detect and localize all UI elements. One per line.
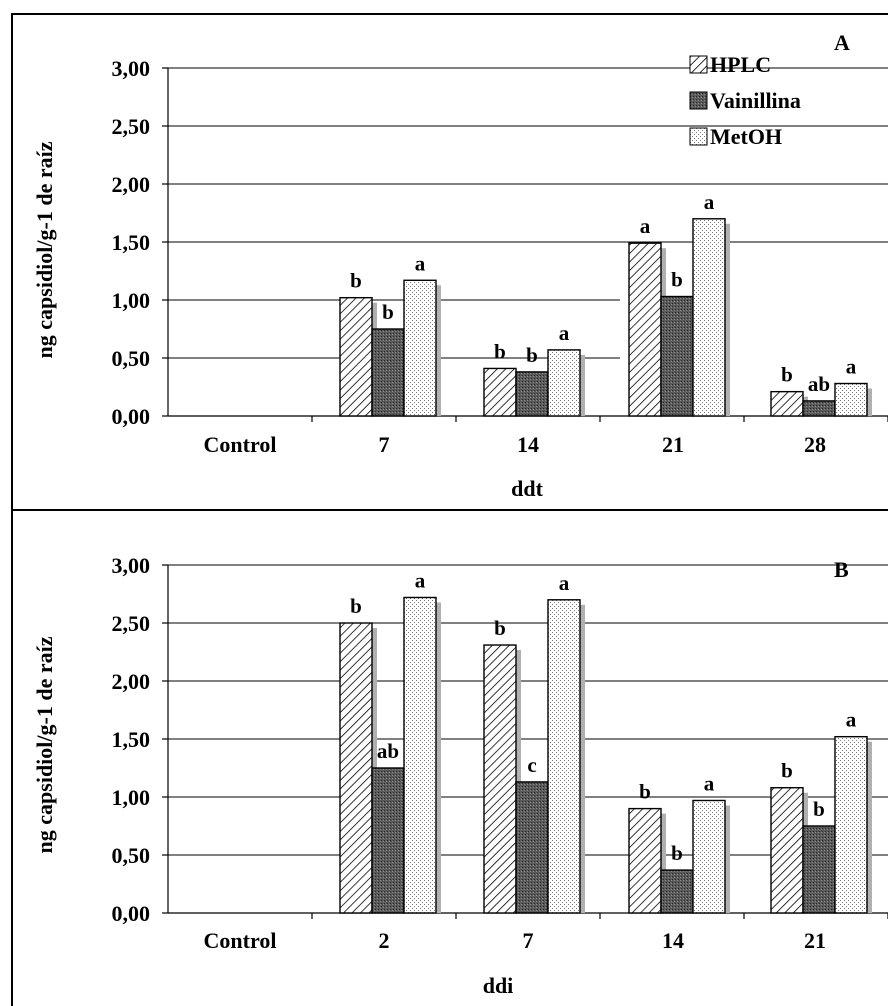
panel-b-category-label: 14: [662, 928, 684, 953]
panel-a-y-tick-label: 3,00: [112, 56, 151, 81]
panel-a-bar-label: b: [671, 268, 683, 292]
panel-a-bar-hplc-21: [628, 242, 662, 417]
panel-a-bar-label: a: [415, 251, 426, 275]
panel-a-y-tick-label: 0,50: [112, 346, 151, 371]
panel-a-bar-vainillina-21: [660, 295, 694, 417]
panel-b-bar-metoh-14: [692, 799, 726, 914]
panel-b-y-title: ng capsidiol/g-1 de raíz: [32, 636, 57, 853]
panel-b-bar-label: ab: [377, 739, 399, 763]
panel-a-bar-hplc-7: [339, 296, 373, 417]
panel-a-bar-label: ab: [808, 372, 830, 396]
panel-b-bar-hplc-14: [628, 807, 662, 914]
panel-a-category-label: 28: [804, 432, 826, 457]
panel-a-letter: A: [834, 30, 850, 55]
panel-a-bar-metoh-14: [547, 349, 581, 417]
panel-b-bar-label: b: [671, 841, 683, 865]
panel-b-y-tick-label: 0,50: [112, 843, 151, 868]
panel-b-bar-label: b: [350, 594, 362, 618]
panel-a-bar-label: a: [640, 214, 651, 238]
panel-b-bar-vainillina-21: [802, 825, 836, 914]
panel-a-bar-hplc-14: [483, 367, 517, 417]
panel-a-y-tick-label: 0,00: [112, 404, 151, 429]
legend: HPLC Vainillina MetOH: [689, 52, 801, 149]
panel-b-bar-metoh-7: [547, 599, 581, 914]
panel-a-bar-hplc-28: [770, 390, 804, 417]
panel-b-category-label: Control: [204, 928, 277, 953]
panel-b-bar-label: a: [846, 708, 857, 732]
panel-b-bar-hplc-21: [770, 787, 804, 914]
panel-b-plot: 0,00 0,50 1,00 1,50 2,00 2,50 3,00 Control 2 7 14 2…: [112, 553, 888, 953]
panel-a-bar-label: b: [494, 339, 506, 363]
panel-b-bar-metoh-2: [403, 596, 437, 914]
panel-b-frame: [11, 509, 888, 1006]
panel-a-bar-label: b: [526, 343, 538, 367]
panel-b-y-tick-label: 1,00: [112, 785, 151, 810]
panel-b-bar-label: b: [813, 797, 825, 821]
panel-b-y-tick-label: 1,50: [112, 727, 151, 752]
panel-a-bar-metoh-28: [834, 382, 868, 417]
legend-label-vainillina: Vainillina: [710, 88, 801, 113]
legend-item-vainillina: Vainillina: [689, 88, 801, 113]
panel-b-bar-vainillina-2: [371, 767, 405, 914]
panel-a-bar-label: a: [846, 355, 857, 379]
panel-b-bar-metoh-21: [834, 735, 868, 914]
panel-b-letter: B: [834, 557, 849, 582]
panel-b-bar-label: a: [704, 771, 715, 795]
panel-a-bar-metoh-21: [692, 218, 726, 417]
panel-b-category-label: 2: [379, 928, 390, 953]
panel-b-bar-label: a: [415, 568, 426, 592]
panel-b-bar-label: b: [781, 759, 793, 783]
panel-b-category-label: 7: [523, 928, 534, 953]
legend-swatch-hplc: [689, 55, 708, 74]
panel-a-category-label: 14: [517, 432, 539, 457]
legend-swatch-metoh: [689, 127, 708, 146]
panel-a-plot: 0,00 0,50 1,00 1,50 2,00 2,50 3,00 Control 7 14 21…: [112, 56, 888, 457]
panel-b-y-tick-label: 0,00: [112, 901, 151, 926]
panel-a-bar-label: a: [704, 190, 715, 214]
panel-a: 0,00 0,50 1,00 1,50 2,00 2,50 3,00 Control 7 14 21…: [11, 13, 888, 511]
panel-b-bar-label: b: [639, 780, 651, 804]
panel-b-y-tick-label: 2,00: [112, 669, 151, 694]
panel-b-y-tick-label: 2,50: [112, 611, 151, 636]
panel-a-bar-vainillina-7: [371, 328, 405, 417]
panel-a-bar-vainillina-28: [802, 400, 836, 417]
panel-b-bar-label: a: [559, 571, 570, 595]
panel-a-y-tick-label: 2,00: [112, 172, 151, 197]
panel-a-category-label: 7: [379, 432, 390, 457]
panel-a-y-title: ng capsidiol/g-1 de raíz: [32, 141, 57, 358]
panel-b-bar-vainillina-14: [660, 869, 694, 914]
panel-b-bar-vainillina-7: [515, 781, 549, 914]
legend-swatch-vainillina: [689, 91, 708, 110]
legend-item-hplc: HPLC: [689, 52, 771, 77]
panel-a-bar-label: b: [382, 300, 394, 324]
panel-a-bar-label: b: [781, 363, 793, 387]
panel-a-bar-label: a: [559, 321, 570, 345]
panel-b-bar-hplc-2: [339, 622, 373, 914]
panel-a-y-tick-label: 1,50: [112, 230, 151, 255]
panel-a-bar-label: b: [350, 269, 362, 293]
panel-b-y-tick-label: 3,00: [112, 553, 151, 578]
panel-a-x-title: ddt: [511, 476, 543, 501]
panel-b-category-label: 21: [804, 928, 826, 953]
panel-a-bar-vainillina-14: [515, 371, 549, 417]
legend-label-metoh: MetOH: [710, 124, 782, 149]
panel-b-bar-label: b: [494, 616, 506, 640]
legend-item-metoh: MetOH: [689, 124, 782, 149]
panel-b-bar-hplc-7: [483, 644, 517, 914]
panel-a-y-tick-label: 1,00: [112, 288, 151, 313]
legend-label-hplc: HPLC: [710, 52, 771, 77]
panel-b-x-title: ddi: [483, 973, 514, 998]
panel-a-bar-metoh-7: [403, 279, 437, 417]
panel-a-y-tick-label: 2,50: [112, 114, 151, 139]
panel-b: 0,00 0,50 1,00 1,50 2,00 2,50 3,00 Control 2 7 14 2…: [11, 509, 888, 1006]
panel-a-category-label: 21: [662, 432, 684, 457]
panel-a-category-label: Control: [204, 432, 277, 457]
panel-b-bar-label: c: [527, 753, 536, 777]
